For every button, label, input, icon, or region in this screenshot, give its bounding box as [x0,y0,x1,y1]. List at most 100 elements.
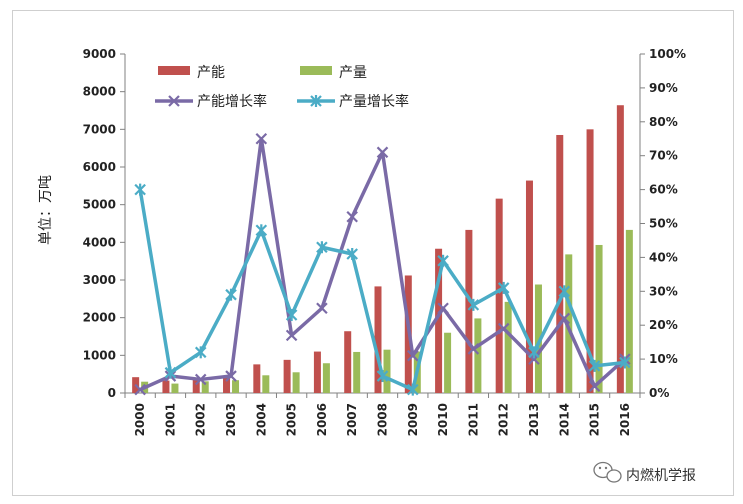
x-tick-label: 2016 [618,403,632,436]
y-tick-label: 1000 [83,348,116,362]
bar-产量 [201,381,209,393]
point-产量增长率 [497,281,510,294]
point-产量增长率 [619,356,631,369]
legend-label: 产量 [339,65,367,81]
point-产能增长率 [316,302,328,315]
marker-stroke [346,210,358,223]
legend-swatch [300,66,332,75]
y-tick-label: 3000 [83,273,116,287]
point-产量增长率 [346,248,358,261]
point-产能增长率 [588,380,601,392]
bar-产能 [374,286,382,393]
legend-marker [168,95,180,107]
x-tick-label: 2015 [588,403,602,436]
y2-tick-label: 0% [649,386,669,400]
x-tick-label: 2004 [254,403,268,436]
legend-item-产量: 产量 [300,65,367,81]
bar-产量 [353,351,361,393]
wechat-icon [593,461,622,483]
point-产量增长率 [528,346,540,359]
legend-label: 产能增长率 [197,93,267,110]
point-产量增长率 [437,254,449,267]
point-产能增长率 [437,302,449,315]
y-tick-label: 8000 [83,85,116,99]
marker-stroke [467,343,480,355]
marker-stroke [194,373,207,386]
x-tick-label: 2007 [345,403,359,436]
marker-stroke [558,312,571,325]
y2-tick-label: 20% [649,318,678,332]
marker-stroke [437,302,449,315]
point-产能增长率 [225,370,237,382]
legend-label: 产能 [197,65,225,81]
lines [134,132,631,396]
watermark: 内燃机学报 [593,461,696,484]
point-产量增长率 [558,285,571,298]
bar-产量 [292,372,300,393]
marker-stroke [376,146,389,159]
point-产量增长率 [588,359,601,372]
marker-stroke [316,302,328,315]
bar-产能 [223,377,231,393]
bar-产能 [495,198,503,393]
point-产能增长率 [194,373,207,386]
x-tick-label: 2011 [466,403,480,436]
legend-item-产能: 产能 [158,65,225,81]
y2-tick-label: 80% [649,115,678,129]
point-产量增长率 [225,288,237,301]
bar-产量 [474,318,482,393]
point-产能增长率 [376,146,389,159]
point-产能增长率 [407,349,419,362]
x-tick-label: 2002 [194,403,208,436]
legend-label: 产量增长率 [339,93,409,110]
bar-产量 [625,229,633,393]
marker-stroke [225,370,237,382]
point-产能增长率 [558,312,571,325]
bar-产能 [283,359,291,393]
bar-产能 [616,105,624,393]
point-产量增长率 [376,370,389,383]
x-tick-label: 2013 [527,403,541,436]
bar-产能 [465,229,473,393]
point-产量增长率 [194,346,207,359]
line-产量增长率 [138,189,626,392]
y-tick-label: 0 [108,386,116,400]
bar-产能 [556,134,564,393]
legend-swatch [158,66,190,75]
y2-tick-label: 60% [649,183,678,197]
x-tick-label: 2005 [285,403,299,436]
point-产能增长率 [134,383,146,396]
legend-item-产能增长率: 产能增长率 [155,93,267,110]
x-tick-label: 2010 [436,403,450,436]
bar-产能 [435,248,443,393]
point-产能增长率 [255,132,268,145]
line-产能增长率 [139,137,627,392]
x-tick-label: 2006 [315,403,329,436]
y-tick-label: 7000 [83,122,116,136]
bar-产量 [232,380,240,393]
marker-stroke [134,383,146,396]
bar-产量 [595,244,603,393]
y2-tick-label: 40% [649,250,678,264]
point-产量增长率 [134,183,146,196]
x-tick-label: 2003 [224,403,238,436]
point-产量增长率 [316,241,328,254]
x-tick-label: 2009 [406,403,420,436]
marker-stroke [407,349,419,362]
y2-tick-label: 50% [649,217,678,231]
bar-产量 [322,363,330,393]
bar-产能 [344,331,352,393]
point-产能增长率 [497,322,510,335]
bar-产量 [504,301,512,393]
y2-tick-label: 70% [649,149,678,163]
marker-stroke [588,380,601,392]
point-产量增长率 [164,366,177,379]
marker-stroke [285,329,298,342]
y2-tick-label: 10% [649,352,678,366]
bar-产能 [253,364,261,393]
bar-产能 [192,378,200,393]
legend-item-产量增长率: 产量增长率 [297,93,409,110]
x-tick-label: 2000 [133,403,147,436]
